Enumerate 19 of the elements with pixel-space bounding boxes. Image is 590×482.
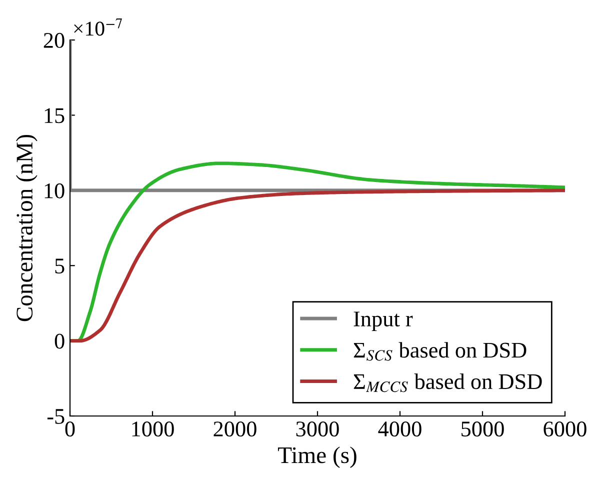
legend-label: Σ$_{SCS}$ based on DSD — [354, 342, 526, 361]
y-tick-label: 5 — [55, 258, 64, 274]
x-tick-label: 3000 — [296, 422, 339, 436]
x-tick-label: 6000 — [544, 422, 586, 436]
y-tick-label: -5 — [47, 409, 64, 424]
x-tick-label: 0 — [65, 422, 75, 436]
x-axis-title: Time (s) — [278, 446, 356, 468]
y-axis-title: Concentration (nM) — [16, 134, 38, 322]
y-tick-label: 20 — [44, 32, 64, 48]
legend-label: Input r — [354, 312, 413, 331]
y-tick-label: 0 — [54, 334, 64, 349]
x-tick-label: 4000 — [378, 422, 422, 436]
x-tick-label: 5000 — [462, 422, 504, 436]
legend-label: Σ$_{MCCS}$ based on DSD — [354, 373, 542, 392]
x-tick-label: 1000 — [132, 422, 174, 436]
y-tick-label: 15 — [44, 108, 64, 124]
y-tick-label: 10 — [44, 183, 64, 198]
x-tick-label: 2000 — [214, 422, 256, 436]
text: ×10$^{−7}$ — [74, 18, 122, 36]
